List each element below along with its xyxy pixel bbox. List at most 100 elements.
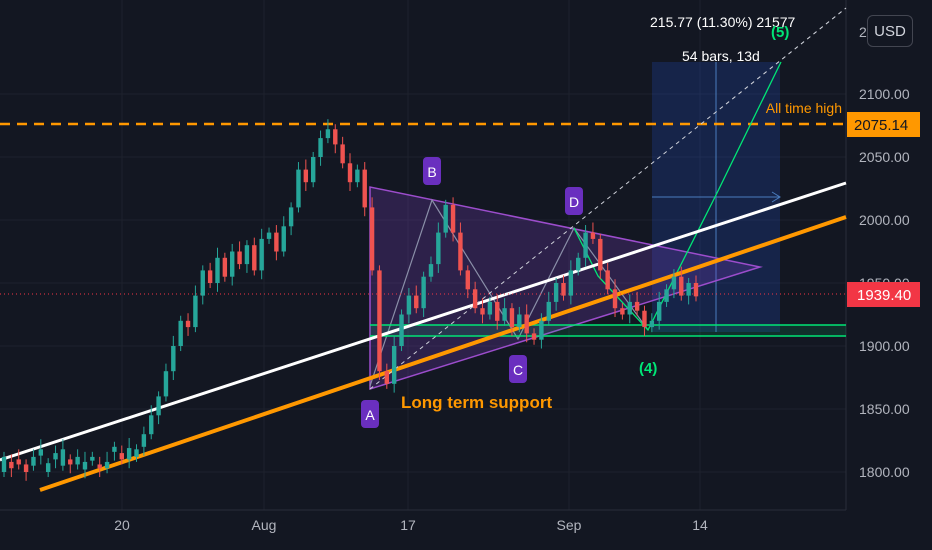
ath-price-label: 2075.14 — [854, 117, 908, 134]
price-tick-1900: 1900.00 — [859, 338, 910, 354]
white-trend-line[interactable] — [0, 181, 847, 462]
wave-label-b[interactable]: B — [423, 157, 441, 185]
candle-body — [634, 301, 640, 311]
candle-body — [406, 295, 412, 315]
wave-label-d[interactable]: D — [565, 187, 583, 215]
candle-body — [259, 238, 264, 271]
candle-body — [620, 308, 625, 315]
candle-body — [185, 320, 191, 328]
candle-body — [686, 283, 691, 296]
long-term-support-text: Long term support — [401, 393, 552, 412]
price-tick-2100: 2100.00 — [859, 86, 910, 102]
candle-body — [274, 232, 279, 252]
candle-body — [576, 257, 581, 271]
candle-body — [193, 295, 198, 328]
candle-body — [642, 310, 647, 328]
dashed-projection-line — [369, 7, 847, 390]
candle-body — [112, 446, 117, 452]
candle-body — [428, 264, 434, 277]
time-tick-aug: Aug — [252, 517, 277, 533]
candle-body — [590, 232, 596, 239]
candle-body — [399, 314, 404, 346]
candle-body — [296, 169, 301, 208]
candle-body — [156, 396, 161, 416]
all-time-high-text: All time high — [766, 100, 842, 116]
candle-body — [509, 308, 515, 328]
candle-body — [517, 314, 522, 328]
candle-body — [693, 283, 699, 297]
candle-body — [68, 459, 73, 465]
time-tick-14: 14 — [692, 517, 708, 533]
candle-body — [104, 461, 110, 469]
price-tick-2000: 2000.00 — [859, 212, 910, 228]
candle-body — [281, 226, 286, 252]
candle-body — [171, 346, 176, 372]
candle-body — [568, 270, 574, 296]
candle-body — [524, 314, 529, 334]
candle-body — [421, 276, 426, 309]
candle-body — [230, 251, 235, 277]
candle-body — [553, 283, 559, 302]
candle-body — [369, 207, 375, 271]
candle-body — [605, 270, 610, 290]
candle-body — [9, 461, 14, 469]
candle-body — [679, 276, 684, 296]
candle-body — [561, 283, 566, 296]
candle-body — [163, 371, 169, 397]
current-price-label: 1939.40 — [857, 287, 911, 304]
wave-projection-path — [573, 61, 782, 332]
candle-body — [266, 232, 272, 239]
time-tick-17: 17 — [400, 517, 416, 533]
wave-label-c[interactable]: C — [509, 355, 527, 383]
price-tick-1850: 1850.00 — [859, 401, 910, 417]
wave-label-a[interactable]: A — [361, 400, 379, 428]
candle-body — [82, 461, 88, 470]
candle-body — [598, 238, 603, 271]
candle-body — [119, 453, 124, 460]
candle-body — [149, 415, 154, 435]
candle-body — [31, 456, 36, 466]
candle-body — [458, 232, 463, 271]
time-tick-20: 20 — [114, 517, 130, 533]
candle-body — [656, 301, 662, 321]
wave-4-label: (4) — [639, 360, 657, 377]
candle-body — [200, 270, 205, 296]
candle-body — [414, 295, 419, 309]
svg-text:D: D — [569, 194, 579, 210]
candle-body — [45, 463, 51, 472]
svg-text:A: A — [365, 407, 375, 423]
candle-body — [377, 270, 382, 372]
candle-body — [252, 245, 257, 271]
green-zone — [370, 325, 846, 336]
candle-body — [207, 270, 213, 283]
candle-body — [355, 169, 360, 183]
currency-button[interactable]: USD — [867, 15, 913, 47]
time-axis: 20 Aug 17 Sep 14 — [114, 517, 708, 533]
time-tick-sep: Sep — [557, 517, 582, 533]
candle-body — [97, 464, 102, 469]
candle-body — [531, 333, 537, 340]
candle-body — [303, 169, 309, 183]
candle-body — [539, 320, 544, 340]
current-price-label-bg — [847, 282, 920, 307]
candle-body — [362, 169, 367, 208]
measure-text-1: 215.77 (11.30%) 21577 — [650, 14, 796, 30]
candlesticks — [1, 119, 699, 481]
grid — [0, 0, 846, 510]
long-term-support-line[interactable] — [39, 215, 847, 492]
candle-body — [53, 453, 58, 460]
svg-text:B: B — [427, 164, 436, 180]
candle-body — [318, 138, 323, 157]
candle-body — [1, 456, 7, 472]
measure-text-2: 54 bars, 13d — [682, 48, 760, 64]
candle-body — [546, 301, 551, 321]
candle-body — [384, 371, 390, 384]
candle-body — [583, 232, 588, 258]
candle-body — [222, 257, 228, 277]
candle-body — [649, 320, 655, 328]
candle-body — [391, 346, 397, 384]
candle-body — [75, 456, 80, 465]
candle-body — [16, 459, 21, 465]
candle-body — [23, 464, 29, 472]
